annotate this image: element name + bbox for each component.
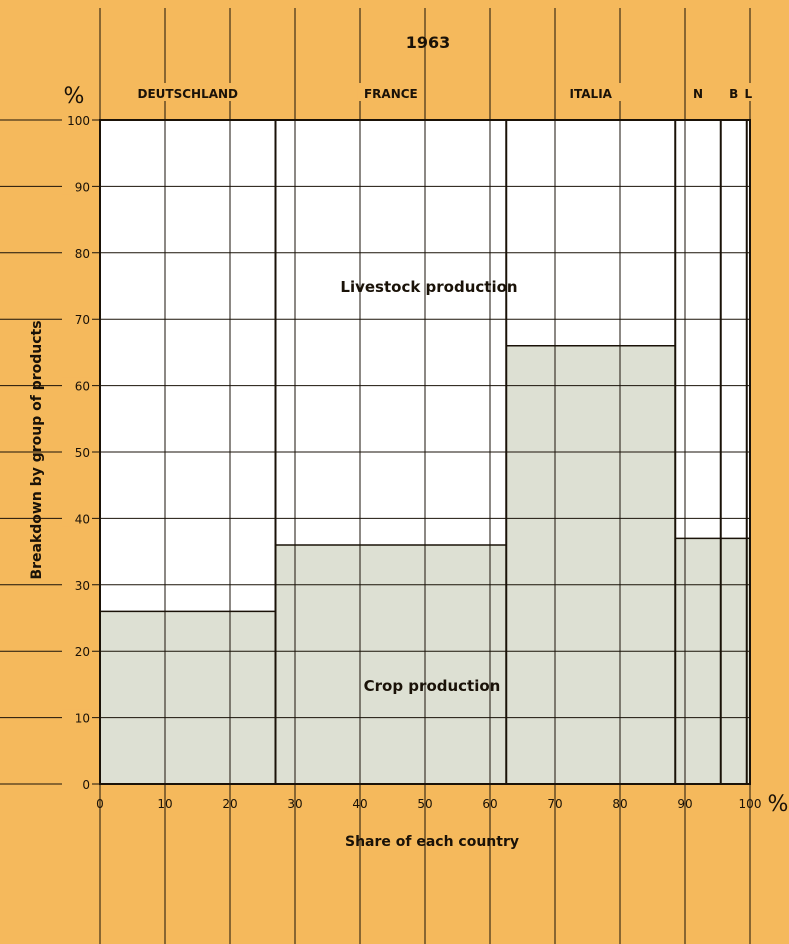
y-tick-label: 40 xyxy=(75,512,90,526)
y-tick-label: 50 xyxy=(75,446,90,460)
y-tick-label: 60 xyxy=(75,380,90,394)
y-tick-label-bg xyxy=(62,178,92,195)
bars xyxy=(99,119,751,785)
x-tick-label: 50 xyxy=(417,797,432,811)
y-tick-label: 70 xyxy=(75,313,90,327)
country-label-bg xyxy=(687,83,709,101)
tick-labels: 0 10 20 30 40 50 60 70 80 90 100 0 10 20 30 40 50 60 70 80 9… xyxy=(62,83,761,811)
crop-bar xyxy=(746,538,750,784)
y-tick-label-bg xyxy=(62,510,92,527)
y-tick-label-bg xyxy=(62,776,92,792)
x-tick-label: 0 xyxy=(96,797,104,811)
y-tick-label-bg xyxy=(62,244,92,261)
y-tick-label-bg xyxy=(62,112,92,128)
crop-bar xyxy=(720,538,747,784)
y-tick-label: 30 xyxy=(75,579,90,593)
x-tick-label: 70 xyxy=(547,797,562,811)
plot-frame xyxy=(99,119,751,785)
y-tick-label: 0 xyxy=(82,778,90,792)
country-label: FRANCE xyxy=(364,87,418,101)
country-label: N xyxy=(693,87,703,101)
series-label-livestock: Livestock production xyxy=(340,278,517,296)
x-tick-label: 20 xyxy=(222,797,237,811)
y-tick-label: 10 xyxy=(75,712,90,726)
y-tick-label: 80 xyxy=(75,247,90,261)
country-label-bg xyxy=(557,83,624,101)
country-label: L xyxy=(745,87,753,101)
y-tick-label: 100 xyxy=(67,114,90,128)
x-tick-label: 10 xyxy=(157,797,172,811)
y-tick-label-bg xyxy=(62,576,92,593)
country-label: DEUTSCHLAND xyxy=(137,87,238,101)
country-label-bg xyxy=(737,83,759,101)
crop-bar xyxy=(506,345,676,784)
y-tick-label-bg xyxy=(62,643,92,660)
x-unit-label: % xyxy=(768,792,789,817)
y-tick-label-bg xyxy=(62,444,92,460)
country-label-bg xyxy=(357,83,424,101)
crop-bar xyxy=(675,538,721,784)
axes xyxy=(99,119,751,785)
y-tick-label-bg xyxy=(62,311,92,328)
x-tick-label: 100 xyxy=(739,797,762,811)
y-tick-label-bg xyxy=(62,377,92,394)
y-tick-label: 20 xyxy=(75,645,90,659)
country-label: ITALIA xyxy=(570,87,613,101)
crop-bar xyxy=(275,544,507,784)
y-tick-label-bg xyxy=(62,709,92,726)
y-unit-label: % xyxy=(64,84,85,109)
crop-bar xyxy=(100,611,276,784)
x-tick-label: 80 xyxy=(612,797,627,811)
x-tick-label: 30 xyxy=(287,797,302,811)
x-tick-label: 90 xyxy=(677,797,692,811)
series-label-crop: Crop production xyxy=(364,677,501,695)
country-label-bg xyxy=(132,83,244,101)
x-tick-label: 60 xyxy=(482,797,497,811)
x-axis-label: Share of each country xyxy=(345,834,519,850)
y-tick-label: 90 xyxy=(75,180,90,194)
chart-title: 1963 xyxy=(406,33,451,52)
x-tick-label: 40 xyxy=(352,797,367,811)
y-axis-label: Breakdown by group of products xyxy=(29,320,45,579)
country-label: B xyxy=(729,87,738,101)
